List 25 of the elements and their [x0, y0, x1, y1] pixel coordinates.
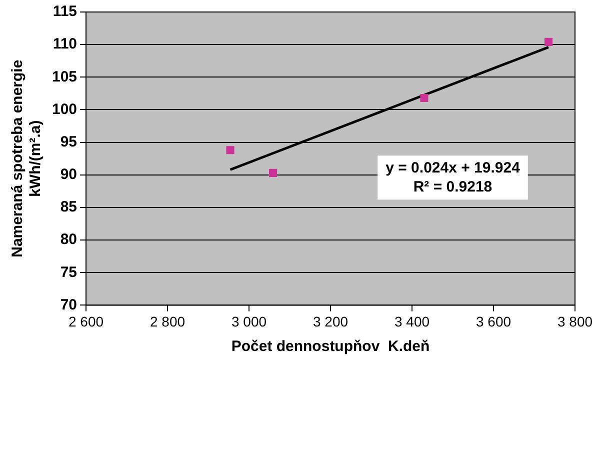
y-tick-label: 105	[52, 68, 78, 86]
y-tick-label: 115	[52, 3, 78, 20]
point	[269, 168, 278, 177]
point	[226, 146, 234, 154]
x-tick-label: 2 800	[150, 313, 186, 330]
x-tick-label: 3 000	[231, 313, 267, 330]
annotation: y = 0.024x + 19.924	[386, 159, 521, 176]
y-tick-label: 90	[60, 166, 78, 184]
y-tick-label: 100	[52, 100, 78, 118]
x-tick-label: 3 800	[557, 313, 593, 330]
y-tick-label: 110	[52, 36, 78, 53]
y-tick-label: 95	[60, 133, 78, 150]
annotation: R² = 0.9218	[413, 178, 492, 196]
y-tick-label: 70	[60, 296, 78, 314]
point	[420, 94, 428, 102]
y-tick-label: 85	[60, 198, 78, 216]
x-axis-title: Počet dennostupňov K.deň	[231, 338, 430, 356]
x-tick-label: 3 600	[476, 313, 512, 330]
x-tick-label: 3 400	[394, 313, 430, 330]
y-tick-label: 75	[60, 264, 78, 281]
y-tick-label: 80	[60, 231, 78, 248]
x-tick-label: 3 200	[312, 313, 348, 330]
point	[544, 38, 553, 46]
x-tick-label: 2 600	[68, 313, 104, 330]
y-axis-title: Nameraná spotreba energie kWh/(m².a)	[9, 60, 44, 258]
